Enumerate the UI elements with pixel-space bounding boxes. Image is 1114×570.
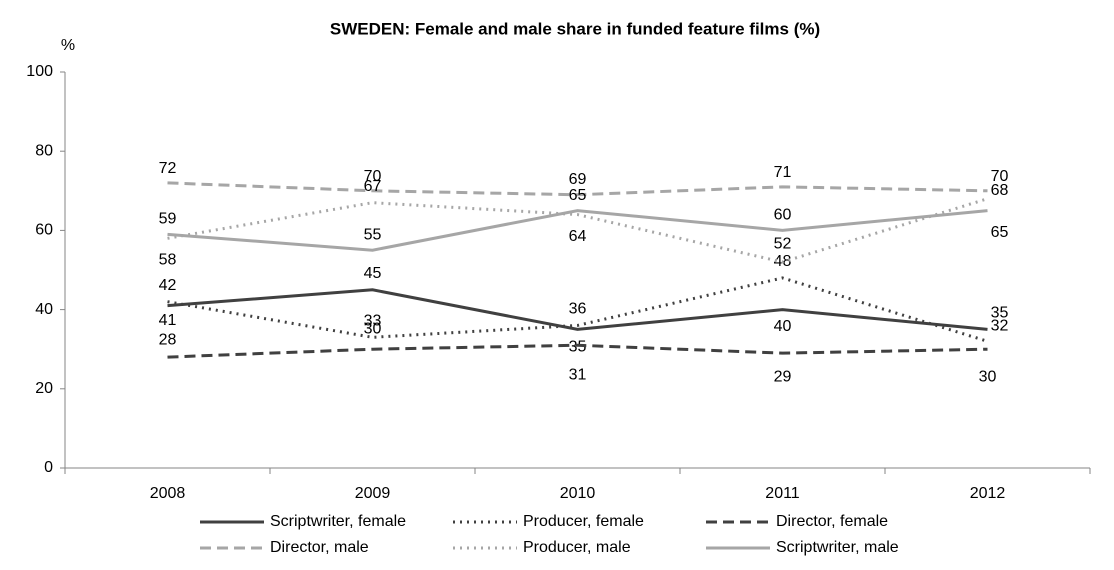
series-line (167, 181, 988, 197)
data-label: 64 (569, 228, 587, 245)
legend-label: Director, male (270, 539, 369, 556)
data-label: 59 (159, 211, 177, 228)
y-tick-label: 20 (35, 380, 53, 397)
data-label: 65 (991, 224, 1009, 241)
y-tick-label: 0 (44, 459, 53, 476)
data-label: 31 (569, 366, 587, 383)
data-label: 33 (364, 313, 382, 330)
data-label: 58 (159, 252, 177, 269)
y-tick-label: 80 (35, 142, 53, 159)
data-label: 65 (569, 187, 587, 204)
data-label: 35 (569, 339, 587, 356)
legend-label: Scriptwriter, female (270, 513, 406, 530)
y-tick-label: 60 (35, 222, 53, 239)
data-label: 28 (159, 331, 177, 348)
legend-label: Producer, female (523, 513, 644, 530)
series-line (167, 343, 988, 359)
data-label: 71 (774, 164, 792, 181)
data-label: 55 (364, 226, 382, 243)
x-tick-label: 2010 (560, 485, 596, 502)
data-label: 45 (364, 265, 382, 282)
data-label: 32 (991, 317, 1009, 334)
chart-title: SWEDEN: Female and male share in funded … (330, 19, 820, 38)
legend-label: Director, female (776, 513, 888, 530)
data-label: 72 (159, 160, 177, 177)
series-line (167, 209, 988, 252)
data-label: 70 (364, 168, 382, 185)
data-label: 42 (159, 277, 177, 294)
x-tick-label: 2009 (355, 485, 391, 502)
x-tick-label: 2008 (150, 485, 186, 502)
x-tick-label: 2012 (970, 485, 1006, 502)
data-label: 29 (774, 368, 792, 385)
y-axis-label: % (61, 37, 75, 54)
data-label: 40 (774, 318, 792, 335)
data-label: 60 (774, 207, 792, 224)
data-label: 68 (991, 182, 1009, 199)
data-label: 67 (364, 178, 382, 195)
data-label: 70 (991, 168, 1009, 185)
data-label: 30 (364, 320, 382, 337)
series-line (167, 197, 988, 264)
data-label: 69 (569, 171, 587, 188)
y-tick-label: 40 (35, 301, 53, 318)
legend-label: Scriptwriter, male (776, 539, 899, 556)
data-label: 35 (991, 305, 1009, 322)
data-label: 30 (979, 368, 997, 385)
legend-label: Producer, male (523, 539, 631, 556)
series-line (167, 288, 988, 331)
data-label: 36 (569, 301, 587, 318)
data-label: 52 (774, 235, 792, 252)
series-line (167, 276, 988, 343)
y-tick-label: 100 (26, 63, 53, 80)
x-tick-label: 2011 (765, 485, 800, 502)
data-label: 41 (159, 312, 177, 329)
